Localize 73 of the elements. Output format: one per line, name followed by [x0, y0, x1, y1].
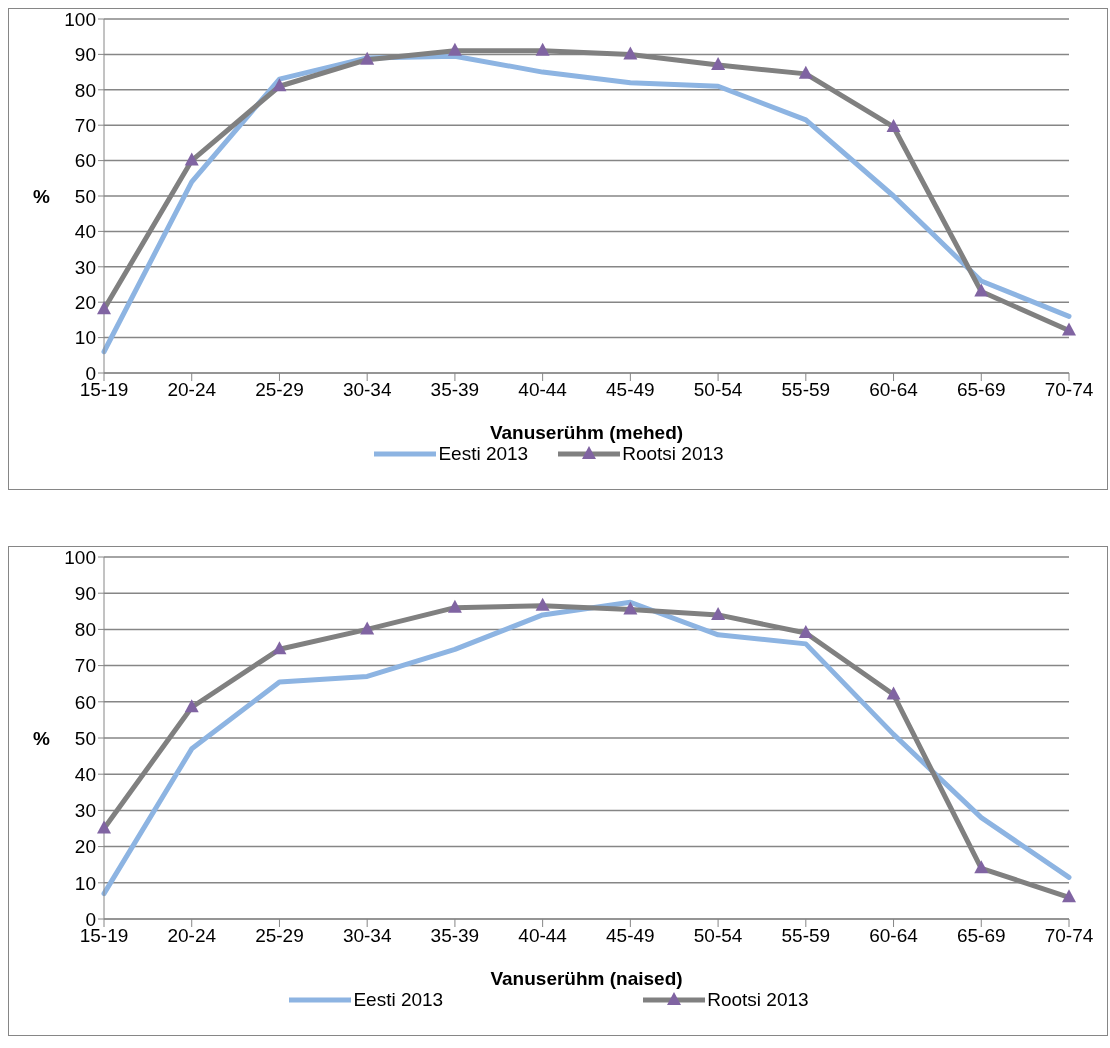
x-tick-label: 25-29: [255, 379, 304, 401]
y-tick-label: 100: [64, 546, 96, 568]
y-tick-label: 70: [74, 114, 96, 136]
x-tick-label: 50-54: [693, 379, 743, 401]
point: [272, 641, 287, 655]
point: [623, 46, 638, 60]
y-tick-label: 20: [74, 836, 96, 858]
y-tick-label: 20: [74, 291, 96, 313]
y-tick-label: 90: [74, 44, 96, 66]
y-tick-label: 10: [74, 872, 96, 894]
x-tick-label: 45-49: [606, 379, 655, 401]
y-tick-label: 80: [74, 79, 96, 101]
point: [535, 42, 550, 56]
y-tick-label: 50: [74, 185, 96, 207]
x-tick-label: 65-69: [956, 925, 1006, 947]
legend-label: Eesti 2013: [352, 989, 444, 1011]
x-tick-label: 70-74: [1044, 379, 1094, 401]
y-tick-label: 40: [74, 763, 96, 785]
x-tick-label: 45-49: [606, 925, 655, 947]
point: [272, 78, 287, 92]
x-tick-label: 65-69: [956, 379, 1006, 401]
point: [974, 283, 989, 297]
x-tick-label: 60-64: [869, 379, 919, 401]
y-tick-label: 10: [74, 327, 96, 349]
x-tick-label: 40-44: [518, 925, 568, 947]
x-axis-title: Vanuserühm (mehed): [489, 422, 684, 443]
point: [447, 42, 462, 56]
y-axis-title: %: [33, 185, 50, 207]
x-tick-label: 70-74: [1044, 925, 1094, 947]
y-tick-label: 90: [74, 582, 96, 604]
x-tick-label: 55-59: [781, 379, 831, 401]
point: [886, 118, 901, 132]
point: [1062, 889, 1076, 903]
x-tick-label: 30-34: [342, 379, 392, 401]
x-tick-label: 20-24: [167, 379, 217, 401]
x-tick-label: 60-64: [869, 925, 919, 947]
y-tick-label: 70: [74, 655, 96, 677]
point: [447, 599, 462, 613]
point: [535, 597, 550, 611]
y-tick-label: 30: [74, 256, 96, 278]
point: [623, 601, 638, 615]
legend-label: Rootsi 2013: [621, 443, 724, 465]
point: [97, 301, 111, 315]
legend-label: Eesti 2013: [437, 443, 529, 465]
y-tick-label: 40: [74, 221, 96, 243]
x-tick-label: 55-59: [781, 925, 831, 947]
y-axis-title: %: [33, 727, 50, 749]
point: [798, 625, 813, 639]
legend-label: Rootsi 2013: [706, 989, 809, 1011]
x-tick-label: 20-24: [167, 925, 217, 947]
x-tick-label: 50-54: [693, 925, 743, 947]
x-tick-label: 35-39: [430, 925, 480, 947]
point: [184, 152, 199, 166]
point: [798, 65, 813, 79]
point: [886, 686, 901, 700]
point: [1062, 322, 1076, 336]
y-tick-label: 80: [74, 619, 96, 641]
y-tick-label: 50: [74, 727, 96, 749]
point: [711, 606, 726, 620]
x-tick-label: 40-44: [518, 379, 568, 401]
y-tick-label: 100: [64, 8, 96, 30]
x-tick-label: 25-29: [255, 925, 304, 947]
x-tick-label: 30-34: [342, 925, 392, 947]
point: [97, 820, 111, 834]
y-tick-label: 30: [74, 800, 96, 822]
point: [711, 57, 726, 71]
x-tick-label: 35-39: [430, 379, 480, 401]
y-tick-label: 60: [74, 150, 96, 172]
x-axis-title: Vanuserühm (naised): [490, 968, 683, 989]
y-tick-label: 60: [74, 691, 96, 713]
point: [184, 699, 199, 713]
point: [360, 621, 375, 635]
point: [974, 860, 989, 874]
